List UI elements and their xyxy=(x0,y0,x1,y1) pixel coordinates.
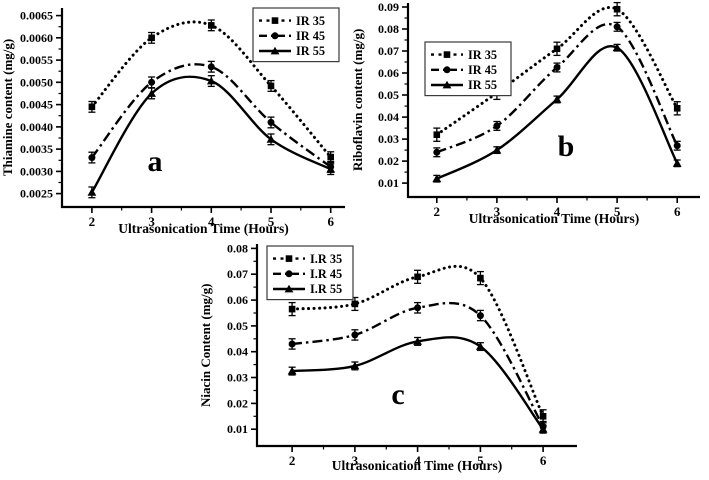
y-tick-label: 0.01 xyxy=(378,176,399,190)
plot-svg-c: 0.01 0.02 0.03 0.04 0.05 0.06 0.07 0.08 2 3 4 5 6 I.R… xyxy=(227,241,577,468)
x-axis-title: Ultrasonication Time (Hours) xyxy=(331,458,503,473)
series-i-r-45 xyxy=(288,301,547,433)
series-i-r-35 xyxy=(288,264,547,424)
y-tick-label: 0.05 xyxy=(378,88,399,102)
y-tick-label: 0.03 xyxy=(378,132,399,146)
y-tick-label: 0.01 xyxy=(227,422,248,436)
y-tick-label: 0.0025 xyxy=(20,187,53,201)
legend-label: IR 35 xyxy=(296,14,325,28)
legend-item: IR 35 xyxy=(259,14,325,28)
y-tick-label: 0.06 xyxy=(378,66,399,80)
x-tick-label: 6 xyxy=(674,204,681,219)
legend-item: I.R 35 xyxy=(273,252,342,266)
legend-label: IR 45 xyxy=(296,29,325,43)
x-tick-label: 3 xyxy=(494,204,501,219)
y-tick-label: 0.08 xyxy=(227,241,248,255)
x-tick-label: 4 xyxy=(554,204,561,219)
x-tick-label: 5 xyxy=(614,204,621,219)
panel-label: b xyxy=(557,130,575,163)
x-tick-label: 5 xyxy=(268,214,275,229)
series-ir-45 xyxy=(433,21,681,158)
x-tick-label: 6 xyxy=(540,453,547,468)
series-ir-55 xyxy=(87,75,336,199)
x-axis-ticks: 2 3 4 5 6 xyxy=(434,197,681,219)
x-axis-title: Ultrasonication Time (Hours) xyxy=(468,211,640,226)
x-tick-label: 4 xyxy=(208,214,215,229)
legend-label: I.R 35 xyxy=(310,252,342,266)
y-tick-label: 0.04 xyxy=(378,110,399,124)
series-i-r-55 xyxy=(287,336,548,434)
x-tick-label: 3 xyxy=(148,214,155,229)
y-tick-label: 0.03 xyxy=(227,371,248,385)
y-axis-title: Niacin Content (mg/g) xyxy=(198,283,213,407)
y-tick-label: 0.04 xyxy=(227,345,248,359)
legend-item: IR 55 xyxy=(259,44,325,58)
legend-item: IR 35 xyxy=(431,48,497,62)
axis-frame xyxy=(60,8,345,209)
y-tick-label: 0.0060 xyxy=(20,31,53,45)
chart-panel-c: 0.01 0.02 0.03 0.04 0.05 0.06 0.07 0.08 2 3 4 5 6 I.R… xyxy=(178,240,598,480)
y-tick-label: 0.0055 xyxy=(20,53,53,67)
x-axis-title: Ultrasonication Time (Hours) xyxy=(118,221,289,236)
y-tick-label: 0.0040 xyxy=(20,120,53,134)
plot-svg-a: 0.0025 0.0030 0.0035 0.0040 0.0045 0.0050 0.00… xyxy=(20,7,345,229)
y-tick-label: 0.05 xyxy=(227,319,248,333)
panel-label: a xyxy=(147,145,163,178)
y-tick-label: 0.0050 xyxy=(20,75,53,89)
legend-label: IR 45 xyxy=(468,63,497,77)
legend-item: IR 45 xyxy=(431,63,497,77)
axis-frame xyxy=(406,3,700,199)
x-tick-label: 3 xyxy=(352,453,359,468)
legend-item: IR 55 xyxy=(431,78,497,92)
chart-panel-a: 0.0025 0.0030 0.0035 0.0040 0.0045 0.0050 0.00… xyxy=(0,0,360,237)
x-tick-label: 4 xyxy=(414,453,421,468)
x-axis-ticks: 2 3 4 5 6 xyxy=(289,446,547,468)
legend-label: IR 35 xyxy=(468,48,497,62)
legend-label: I.R 45 xyxy=(310,267,342,281)
x-tick-label: 5 xyxy=(477,453,484,468)
y-tick-label: 0.02 xyxy=(227,396,248,410)
series-ir-55 xyxy=(432,43,682,183)
y-tick-label: 0.0065 xyxy=(20,9,53,23)
panel-label: c xyxy=(391,378,405,411)
legend-label: IR 55 xyxy=(296,44,325,58)
y-tick-label: 0.0045 xyxy=(20,98,53,112)
x-tick-label: 2 xyxy=(434,204,441,219)
legend-label: I.R 55 xyxy=(310,282,342,296)
x-tick-label: 6 xyxy=(327,214,334,229)
y-tick-label: 0.06 xyxy=(227,293,248,307)
chart-panel-b: 0.01 0.02 0.03 0.04 0.05 0.06 0.07 0.08 0.09 2 3 4 5… xyxy=(350,0,709,237)
legend-item: I.R 45 xyxy=(273,267,342,281)
axis-frame xyxy=(255,244,577,448)
y-tick-label: 0.0030 xyxy=(20,164,53,178)
legend-item: I.R 55 xyxy=(273,282,342,296)
y-axis-title: Riboflavin content (mg/g) xyxy=(350,28,365,172)
y-tick-label: 0.09 xyxy=(378,0,399,14)
legend-item: IR 45 xyxy=(259,29,325,43)
y-axis-ticks: 0.01 0.02 0.03 0.04 0.05 0.06 0.07 0.08 xyxy=(227,241,257,436)
y-tick-label: 0.07 xyxy=(378,44,399,58)
series-ir-45 xyxy=(88,60,335,173)
y-axis-title: Thiamine content (mg/g) xyxy=(0,38,15,177)
y-axis-ticks: 0.01 0.02 0.03 0.04 0.05 0.06 0.07 0.08 0.09 xyxy=(378,0,408,190)
plot-svg-b: 0.01 0.02 0.03 0.04 0.05 0.06 0.07 0.08 0.09 2 3 4 5… xyxy=(378,0,700,219)
y-axis-ticks: 0.0025 0.0030 0.0035 0.0040 0.0045 0.0050 0.00… xyxy=(20,9,62,201)
y-tick-label: 0.02 xyxy=(378,154,399,168)
series-ir-35 xyxy=(433,1,681,142)
y-tick-label: 0.0035 xyxy=(20,142,53,156)
y-tick-label: 0.08 xyxy=(378,22,399,36)
x-tick-label: 2 xyxy=(89,214,96,229)
legend-label: IR 55 xyxy=(468,78,497,92)
legend: I.R 35I.R 45I.R 55 xyxy=(266,245,354,301)
x-tick-label: 2 xyxy=(289,453,296,468)
x-axis-ticks: 2 3 4 5 6 xyxy=(89,207,334,229)
y-tick-label: 0.07 xyxy=(227,267,248,281)
